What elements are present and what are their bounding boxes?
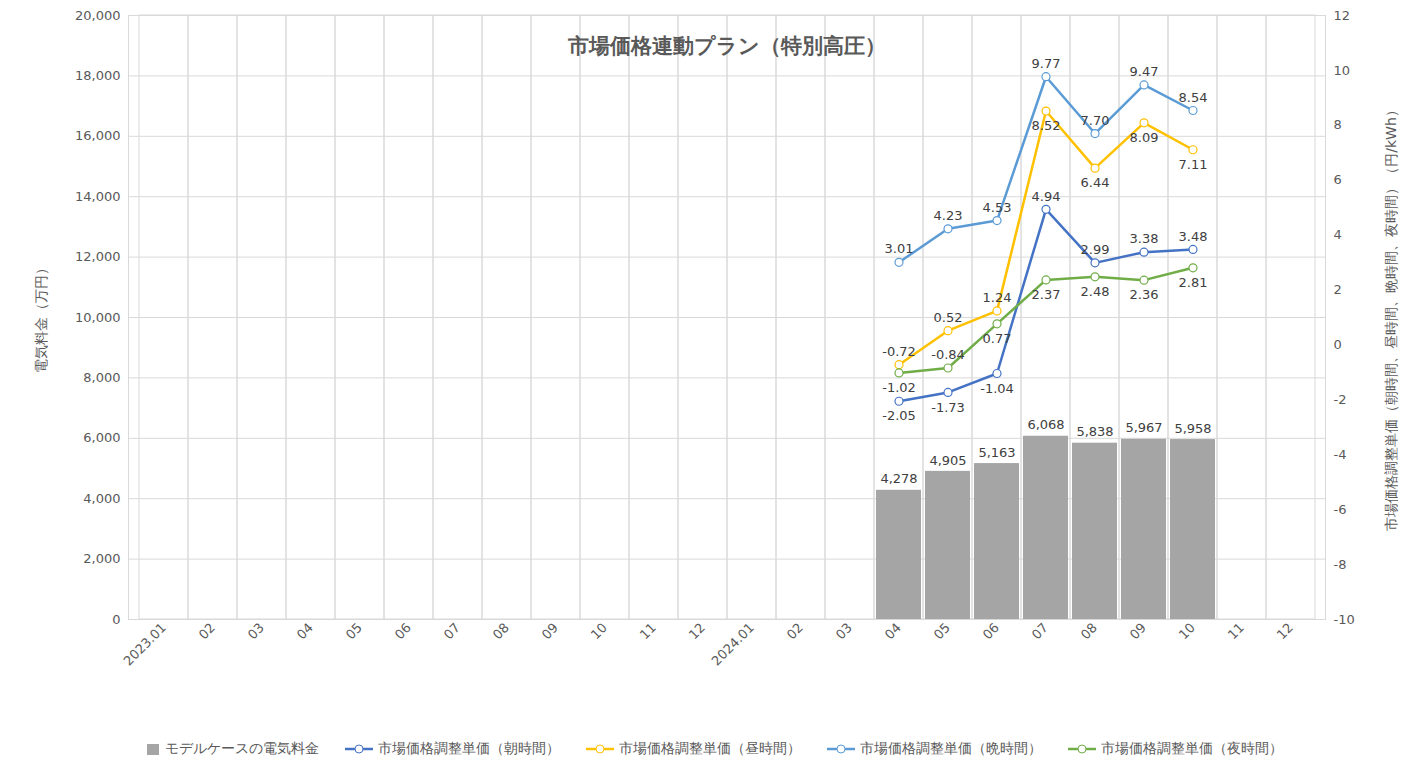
svg-text:11: 11 [1225,620,1247,642]
svg-text:-1.04: -1.04 [980,381,1014,396]
svg-text:8.09: 8.09 [1130,130,1159,145]
svg-text:4.53: 4.53 [983,200,1012,215]
svg-text:2023.01: 2023.01 [120,620,169,669]
svg-text:12: 12 [1274,620,1296,642]
svg-text:10: 10 [588,620,610,642]
svg-text:09: 09 [539,620,561,642]
svg-text:4.94: 4.94 [1032,188,1061,203]
svg-text:06: 06 [980,620,1002,642]
svg-text:14,000: 14,000 [75,189,121,204]
svg-text:8,000: 8,000 [83,370,120,385]
html-text:市場価格調整単価（朝時間）: 市場価格調整単価（朝時間） [377,740,560,756]
svg-text:0: 0 [1334,337,1342,352]
svg-text:7.70: 7.70 [1081,113,1110,128]
svg-text:16,000: 16,000 [75,128,121,143]
svg-text:2024.01: 2024.01 [708,620,757,669]
svg-text:04: 04 [294,620,316,642]
svg-text:04: 04 [882,620,904,642]
svg-text:18,000: 18,000 [75,68,121,83]
svg-text:6,000: 6,000 [83,430,120,445]
svg-text:12: 12 [686,620,708,642]
svg-text:20,000: 20,000 [75,8,121,23]
html-text:市場価格調整単価（夜時間）: 市場価格調整単価（夜時間） [1100,740,1283,756]
svg-text:-0.84: -0.84 [931,347,965,362]
svg-text:-8: -8 [1334,557,1347,572]
svg-text:8.52: 8.52 [1032,118,1061,133]
html-text:モデルケースの電気料金: モデルケースの電気料金 [164,740,319,756]
svg-text:0: 0 [112,612,120,627]
svg-text:10,000: 10,000 [75,310,121,325]
svg-text:08: 08 [1078,620,1100,642]
svg-text:03: 03 [833,620,855,642]
svg-text:6.44: 6.44 [1081,175,1110,190]
svg-text:2.37: 2.37 [1032,287,1061,302]
svg-text:-0.72: -0.72 [882,344,916,359]
svg-text:9.77: 9.77 [1032,56,1061,71]
svg-text:11: 11 [637,620,659,642]
svg-text:3.48: 3.48 [1179,229,1208,244]
svg-text:4.23: 4.23 [934,208,963,223]
svg-text:2.99: 2.99 [1081,242,1110,257]
svg-text:7.11: 7.11 [1179,157,1208,172]
svg-text:5,163: 5,163 [978,445,1015,460]
svg-text:-2.05: -2.05 [882,408,916,423]
svg-text:3.01: 3.01 [885,241,914,256]
svg-text:6,068: 6,068 [1027,417,1064,432]
svg-text:-4: -4 [1334,447,1347,462]
svg-text:05: 05 [343,620,365,642]
svg-text:2.48: 2.48 [1081,284,1110,299]
svg-text:0.52: 0.52 [934,310,963,325]
svg-text:-1.02: -1.02 [882,380,916,395]
html-text:電気料金（万円）: 電気料金（万円） [33,261,49,373]
html-text:市場価格調整単価（昼時間）: 市場価格調整単価（昼時間） [618,740,801,756]
svg-text:02: 02 [784,620,806,642]
svg-text:5,967: 5,967 [1125,420,1162,435]
svg-text:5,838: 5,838 [1076,424,1113,439]
svg-text:4: 4 [1334,227,1342,242]
svg-text:1.24: 1.24 [983,290,1012,305]
svg-text:2,000: 2,000 [83,551,120,566]
svg-text:05: 05 [931,620,953,642]
html-text:市場価格調整単価（朝時間、昼時間、晩時間、夜時間）（円/kW: 市場価格調整単価（朝時間、昼時間、晩時間、夜時間）（円/kWh） [1382,103,1399,531]
svg-text:07: 07 [441,620,463,642]
svg-text:6: 6 [1334,172,1342,187]
svg-text:08: 08 [490,620,512,642]
svg-text:2.81: 2.81 [1179,275,1208,290]
svg-text:4,278: 4,278 [880,471,917,486]
svg-text:09: 09 [1127,620,1149,642]
svg-text:02: 02 [196,620,218,642]
svg-text:8.54: 8.54 [1179,90,1208,105]
svg-text:4,905: 4,905 [929,453,966,468]
svg-text:3.38: 3.38 [1130,231,1159,246]
svg-text:2: 2 [1334,282,1342,297]
svg-text:-10: -10 [1334,612,1355,627]
svg-text:06: 06 [392,620,414,642]
html-text:市場価格調整単価（晩時間）: 市場価格調整単価（晩時間） [859,740,1042,756]
svg-text:8: 8 [1334,117,1342,132]
svg-text:-1.73: -1.73 [931,400,965,415]
svg-text:12,000: 12,000 [75,249,121,264]
html-text:市場価格連動プラン（特別高圧）: 市場価格連動プラン（特別高圧） [567,34,886,58]
svg-text:12: 12 [1334,8,1351,23]
svg-text:-6: -6 [1334,502,1347,517]
svg-text:10: 10 [1176,620,1198,642]
svg-text:4,000: 4,000 [83,491,120,506]
svg-text:10: 10 [1334,63,1351,78]
svg-text:2.36: 2.36 [1130,287,1159,302]
svg-text:03: 03 [245,620,267,642]
svg-text:5,958: 5,958 [1174,421,1211,436]
svg-text:0.77: 0.77 [983,331,1012,346]
svg-text:07: 07 [1029,620,1051,642]
svg-text:-2: -2 [1334,392,1347,407]
svg-text:9.47: 9.47 [1130,64,1159,79]
